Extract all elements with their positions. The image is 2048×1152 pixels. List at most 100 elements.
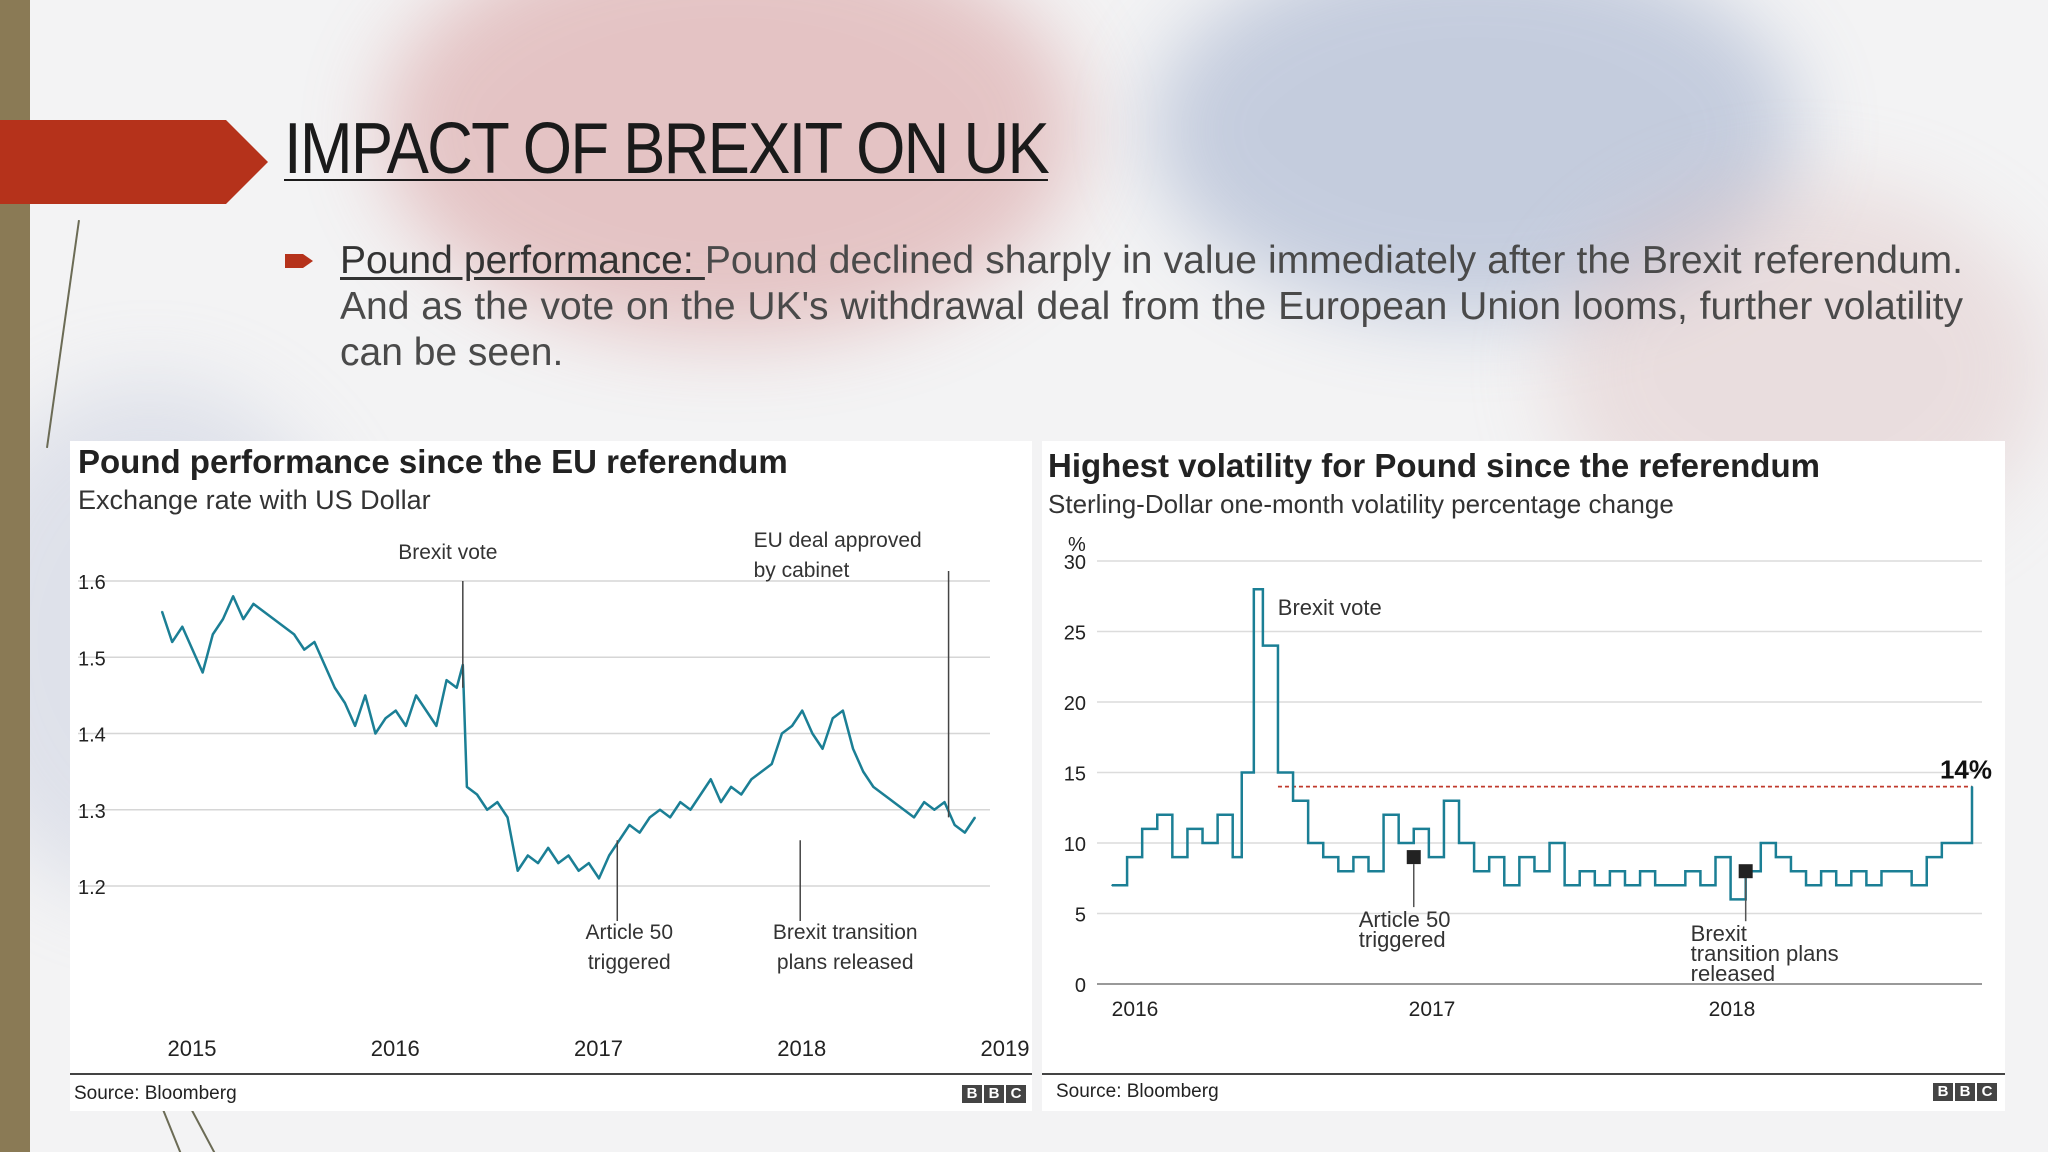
y-tick-label: 30	[1064, 552, 1086, 574]
data-point	[862, 770, 865, 773]
data-point	[405, 725, 407, 727]
data-point	[496, 801, 499, 803]
annotation-label: triggered	[588, 951, 671, 974]
data-point	[1231, 856, 1234, 858]
data-point	[323, 664, 326, 666]
data-point	[628, 824, 631, 826]
y-tick-label: 1.3	[78, 801, 106, 823]
data-point	[1253, 588, 1255, 590]
data-point	[1322, 856, 1325, 858]
x-tick-label: 2018	[1709, 998, 1756, 1021]
annotation-label: released	[1691, 961, 1775, 986]
data-point	[1367, 870, 1370, 872]
data-point	[303, 648, 306, 651]
data-point	[455, 686, 458, 689]
annotation-label: Brexit vote	[398, 541, 497, 564]
footer-divider	[1042, 1073, 2005, 1075]
data-point	[384, 717, 387, 720]
data-point	[1805, 884, 1807, 887]
y-tick-label: 1.5	[78, 648, 106, 670]
data-point	[364, 694, 367, 697]
y-tick-label: 0	[1075, 975, 1086, 997]
data-point	[1684, 870, 1687, 872]
chart-source: Source: Bloomberg	[74, 1083, 237, 1104]
data-point	[1307, 842, 1309, 844]
series-line	[160, 595, 977, 880]
data-point	[882, 793, 885, 796]
data-point	[1925, 856, 1928, 858]
annotation-label: triggered	[1359, 927, 1446, 952]
annotation-marker	[1406, 850, 1421, 865]
data-point	[161, 610, 163, 613]
annotation-label: Article 50	[586, 921, 674, 944]
data-point	[1669, 884, 1672, 887]
data-point	[679, 801, 682, 803]
footer-divider	[70, 1073, 1032, 1075]
annotation-marker	[1738, 864, 1753, 879]
data-point	[242, 618, 245, 620]
reference-label: 14%	[1940, 755, 1992, 785]
y-tick-label: 25	[1064, 623, 1086, 645]
data-point	[913, 816, 915, 819]
x-tick-label: 2016	[371, 1036, 420, 1061]
data-point	[1337, 870, 1340, 872]
data-point	[1880, 870, 1883, 872]
data-point	[740, 793, 743, 796]
data-point	[872, 786, 875, 788]
y-tick-label: 5	[1075, 905, 1086, 927]
data-point	[577, 869, 580, 872]
chart-panel-volatility: Highest volatility for Pound since the r…	[1042, 441, 2005, 1111]
data-point	[974, 816, 976, 819]
data-point	[1126, 856, 1128, 858]
x-tick-label: 2018	[777, 1036, 826, 1061]
data-point	[649, 816, 651, 819]
chart-title: Pound performance since the EU referendu…	[78, 443, 788, 480]
data-point	[1609, 870, 1611, 872]
data-point	[720, 801, 722, 803]
data-point	[1714, 856, 1717, 858]
data-point	[618, 839, 621, 842]
data-point	[283, 625, 285, 628]
y-tick-label: 1.6	[78, 572, 106, 594]
data-point	[1518, 856, 1521, 858]
data-point	[933, 808, 936, 811]
data-point	[1111, 884, 1113, 887]
background-flag-red	[380, 0, 1080, 340]
data-point	[272, 618, 275, 620]
data-point	[1820, 870, 1822, 872]
data-point	[1548, 842, 1551, 844]
data-point	[486, 808, 489, 811]
chart-subtitle: Sterling-Dollar one-month volatility per…	[1048, 489, 1674, 519]
data-point	[506, 816, 509, 819]
data-point	[181, 625, 184, 628]
data-point	[964, 831, 966, 834]
data-point	[821, 747, 824, 750]
data-point	[669, 816, 671, 819]
bullet-lead: Pound performance:	[340, 239, 705, 282]
exchange-rate-chart: 1.6 1.5 1.4 1.3 1.2 2015 2016 2017 2018 2019 Brexi…	[78, 531, 1029, 1061]
data-point	[435, 725, 438, 727]
data-point	[1578, 870, 1581, 872]
chart-source: Source: Bloomberg	[1056, 1081, 1219, 1102]
data-point	[1277, 771, 1279, 774]
data-point	[262, 610, 265, 613]
data-point	[1594, 884, 1596, 887]
data-point	[1443, 799, 1445, 802]
data-point	[953, 824, 956, 826]
data-point	[1201, 842, 1204, 844]
data-point	[1941, 842, 1943, 844]
data-point	[445, 679, 448, 681]
annotation-label: EU deal approved	[754, 531, 922, 552]
data-point	[415, 694, 417, 697]
data-point	[1488, 856, 1490, 858]
data-point	[344, 702, 346, 704]
data-point	[1639, 870, 1641, 872]
data-point	[1186, 828, 1189, 830]
y-axis-unit: %	[1068, 534, 1086, 556]
data-point	[1240, 771, 1243, 774]
data-point	[394, 709, 397, 712]
data-point	[903, 808, 905, 811]
background-flag-blue	[1150, 0, 1800, 320]
y-tick-label: 1.2	[78, 877, 106, 899]
data-point	[801, 709, 804, 712]
